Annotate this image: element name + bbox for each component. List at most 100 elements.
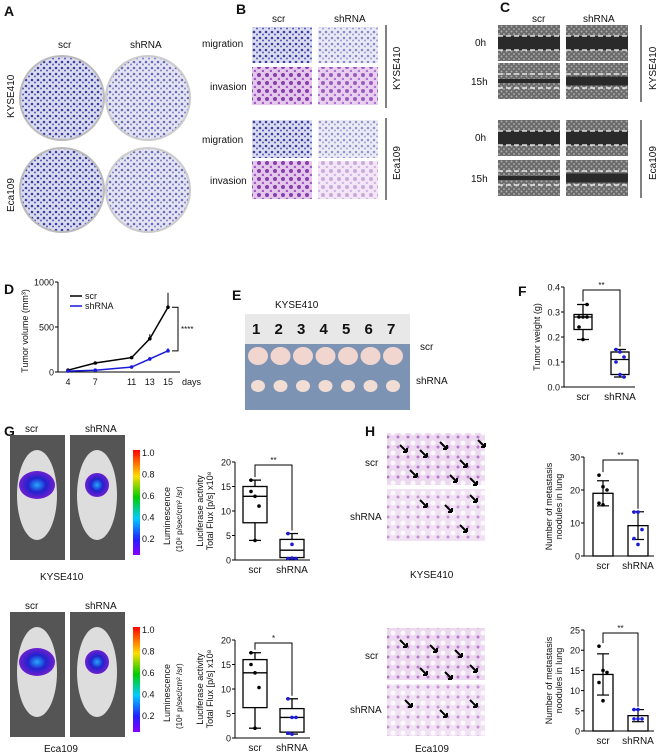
x-tick-label: 11 <box>127 377 136 387</box>
cell-line-label: KYSE410 <box>410 570 454 581</box>
data-point <box>585 302 589 307</box>
col-label: scr <box>25 601 39 612</box>
data-point <box>636 707 640 712</box>
ruler-number: 2 <box>275 321 283 338</box>
y-tick-label: 0 <box>226 734 231 744</box>
significance-bracket <box>602 632 639 707</box>
micrograph <box>318 27 378 63</box>
x-tick-label: scr <box>248 743 262 754</box>
data-point <box>636 542 640 547</box>
data-point <box>605 488 609 492</box>
data-point <box>290 715 294 720</box>
col-label: shRNA <box>334 14 366 25</box>
colorbar-tick: 0.4 <box>142 513 155 523</box>
histology-image <box>387 684 485 736</box>
y-tick-label: 0 <box>575 727 580 737</box>
data-point <box>129 365 134 369</box>
data-point <box>257 504 261 508</box>
wound-gap <box>498 36 560 50</box>
arrow-icon <box>444 671 453 680</box>
x-tick-label: shRNA <box>276 565 308 576</box>
micrograph <box>318 67 378 105</box>
data-point <box>166 349 170 353</box>
wound-gap <box>498 176 560 180</box>
data-point <box>148 336 152 341</box>
data-point <box>581 337 585 342</box>
metastasis-chart-kyse410: 0 10 20 30 scr shRNA Number of metastasis noodu… <box>544 451 654 572</box>
y-tick-label: 10 <box>221 507 231 517</box>
arrow-icon <box>459 459 468 468</box>
y-axis-label: noodules in lung <box>554 474 564 540</box>
significance-bracket <box>254 642 293 696</box>
x-tick-label: 7 <box>93 377 98 387</box>
wound-gap <box>498 131 560 145</box>
y-axis-label: Total Flux [p/s] x10⁸ <box>205 649 215 728</box>
luminescence-signal <box>19 471 55 499</box>
tumor-shrna <box>363 380 378 392</box>
data-point <box>290 542 294 547</box>
box <box>279 538 305 559</box>
arrow-icon <box>439 709 448 718</box>
wound-images <box>498 25 628 196</box>
legend-label: scr <box>85 291 97 301</box>
row-label: KYSE410 <box>6 74 17 118</box>
colorbar-tick: 0.2 <box>142 534 155 544</box>
wound-gap <box>566 131 628 145</box>
y-axis-label: Total Flux [p/s] x10⁸ <box>205 471 215 550</box>
y-axis-label: Number of metastasis <box>544 636 554 724</box>
arrow-icon <box>409 469 418 478</box>
col-label: shRNA <box>85 601 117 612</box>
row-label: shRNA <box>416 376 448 387</box>
colorbar-tick: 0.2 <box>142 711 155 721</box>
data-point <box>148 357 152 361</box>
arrow-icon <box>454 649 463 658</box>
data-point <box>601 484 605 489</box>
data-point <box>640 527 644 532</box>
photo-title: KYSE410 <box>275 300 319 311</box>
box <box>242 485 268 524</box>
arrow-icon <box>444 504 453 513</box>
row-label: scr <box>365 651 379 662</box>
luminescence-signal <box>85 473 109 497</box>
row-label: invasion <box>210 176 247 187</box>
y-tick-label: 0.0 <box>547 383 560 393</box>
ruler-number: 4 <box>320 321 329 338</box>
data-point <box>166 305 170 310</box>
data-point <box>632 717 636 721</box>
tumor-volume-chart: 0 500 1000 4 7 11 13 15 days Tumor volume (mm³) sc… <box>20 278 202 388</box>
row-label: 15h <box>471 174 488 185</box>
cell-line-label: Eca109 <box>44 744 78 755</box>
x-tick-label: scr <box>596 561 610 572</box>
series-line <box>67 350 169 372</box>
data-point <box>577 315 581 319</box>
y-tick-label: 500 <box>39 323 54 333</box>
col-label: shRNA <box>130 40 162 51</box>
arrow-icon <box>419 449 428 458</box>
row-label: 15h <box>471 77 488 88</box>
y-tick-label: 25 <box>570 626 580 636</box>
data-point <box>253 538 257 543</box>
row-label: Eca109 <box>6 178 17 212</box>
x-tick-label: shRNA <box>276 743 308 754</box>
box <box>242 658 268 709</box>
y-tick-label: 20 <box>570 646 580 656</box>
arrow-icon <box>477 439 486 448</box>
y-tick-label: 10 <box>570 686 580 696</box>
y-axis-label: Tumor weight (g) <box>532 303 542 371</box>
box <box>610 351 630 376</box>
col-label: scr <box>58 40 72 51</box>
arrow-icon <box>419 667 428 676</box>
data-point <box>286 731 290 735</box>
luminescence-signal <box>19 648 55 676</box>
micrograph <box>318 120 378 158</box>
data-point <box>622 355 626 359</box>
y-tick-label: 0.4 <box>547 283 560 293</box>
colorbar-tick: 0.8 <box>142 470 155 480</box>
data-point <box>93 368 98 373</box>
panel-label: E <box>232 287 241 303</box>
data-point <box>129 355 134 360</box>
significance-bracket <box>254 464 293 531</box>
x-tick-label: shRNA <box>622 561 654 572</box>
